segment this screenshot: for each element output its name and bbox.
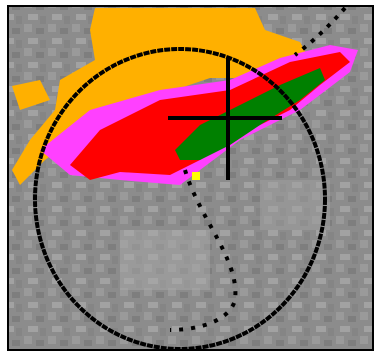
frame (7, 5, 374, 351)
echo-intense (175, 68, 325, 160)
clutter (260, 180, 330, 230)
echo-extreme (192, 172, 200, 180)
echo-light (12, 8, 310, 185)
clutter (120, 230, 210, 290)
echo-light (12, 80, 50, 110)
storm-track (293, 6, 347, 57)
